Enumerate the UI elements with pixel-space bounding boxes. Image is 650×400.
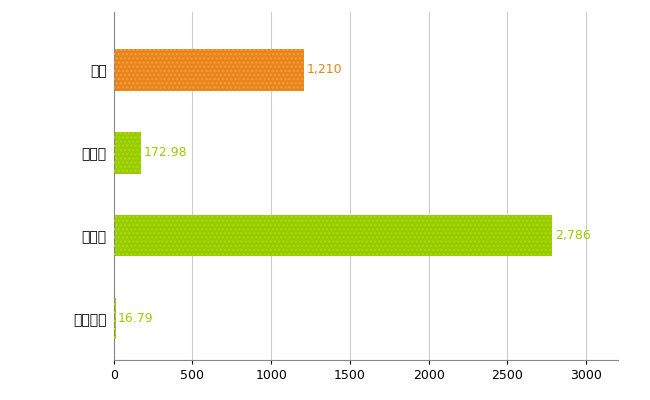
Text: 16.79: 16.79 xyxy=(118,312,153,325)
Bar xyxy=(114,298,116,339)
Text: 172.98: 172.98 xyxy=(144,146,187,159)
Text: 1,210: 1,210 xyxy=(307,64,342,76)
Bar xyxy=(114,132,141,174)
Bar xyxy=(114,49,304,91)
Bar xyxy=(114,49,304,91)
Bar xyxy=(114,215,552,256)
Bar xyxy=(114,132,141,174)
Text: 2,786: 2,786 xyxy=(554,229,590,242)
Bar xyxy=(114,298,116,339)
Bar xyxy=(114,215,552,256)
